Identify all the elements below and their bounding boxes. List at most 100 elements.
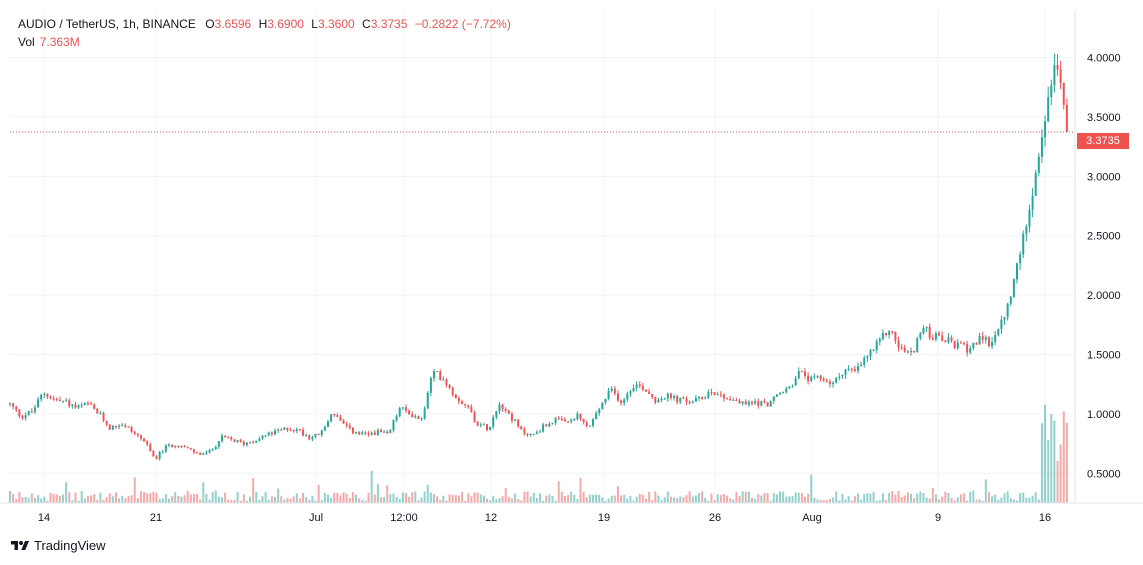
candle-body — [433, 371, 435, 379]
volume-bar — [183, 495, 186, 503]
candle-body — [1006, 303, 1009, 318]
candle-body — [959, 342, 962, 344]
candle-body — [557, 417, 560, 419]
volume-bar — [507, 496, 510, 503]
x-tick-label: 26 — [709, 512, 721, 524]
volume-bar — [785, 496, 788, 503]
candle-body — [327, 421, 329, 427]
volume-label[interactable]: Vol — [18, 35, 35, 49]
volume-bar — [931, 487, 934, 503]
candle-body — [579, 413, 582, 419]
candle-body — [62, 400, 64, 402]
candle-body — [283, 427, 286, 430]
volume-bar — [1059, 444, 1062, 503]
candle-body — [102, 412, 105, 421]
volume-bar — [395, 496, 398, 503]
candle-body — [560, 418, 563, 420]
candle-body — [638, 384, 641, 387]
candle-body — [414, 416, 417, 418]
volume-bar — [58, 495, 61, 503]
volume-bar — [152, 491, 155, 503]
y-tick-label: 2.5000 — [1087, 231, 1121, 243]
candle-body — [616, 393, 619, 401]
volume-bar — [657, 495, 660, 503]
candle-body — [532, 433, 535, 435]
x-tick-label: 16 — [1039, 512, 1051, 524]
candle-body — [966, 344, 969, 353]
volume-bar — [698, 492, 700, 503]
candle-body — [592, 419, 594, 426]
volume-bar — [149, 493, 152, 503]
candle-body — [794, 378, 797, 386]
candle-body — [404, 407, 407, 411]
candle-body — [411, 414, 414, 418]
candle-body — [242, 441, 245, 445]
volume-bar — [835, 491, 838, 503]
volume-bar — [333, 492, 336, 503]
volume-bar — [595, 494, 598, 503]
volume-bar — [320, 500, 323, 503]
tradingview-brand[interactable]: TradingView — [10, 538, 106, 553]
candle-body — [766, 402, 769, 407]
volume-bar — [18, 492, 21, 503]
volume-bar — [585, 497, 588, 503]
volume-bar — [897, 491, 900, 503]
volume-bar — [130, 495, 133, 503]
candle-body — [956, 342, 959, 349]
volume-bar — [1022, 492, 1025, 503]
candle-body — [205, 452, 208, 454]
candle-body — [648, 391, 651, 394]
candle-body — [598, 409, 601, 414]
symbol-title[interactable]: AUDIO / TetherUS, 1h, BINANCE — [18, 17, 196, 31]
candle-body — [33, 407, 36, 412]
candle-body — [398, 407, 401, 417]
candle-body — [529, 433, 532, 436]
volume-bar — [158, 498, 161, 503]
candle-body — [601, 402, 604, 410]
candle-body — [429, 378, 432, 393]
candle-body — [302, 429, 305, 436]
candle-body — [788, 386, 791, 389]
volume-bar — [426, 484, 429, 503]
volume-bar — [707, 500, 710, 503]
y-axis[interactable]: 0.5000 1.0000 1.5000 2.0000 2.5000 3.0000 3.50… — [1074, 10, 1121, 503]
candle-body — [408, 410, 411, 415]
y-tick-label: 4.0000 — [1087, 53, 1121, 65]
volume-bar — [9, 491, 11, 503]
volume-bar — [398, 498, 401, 503]
candle-body — [146, 441, 149, 445]
candle-body — [49, 396, 52, 399]
volume-bar — [878, 500, 881, 503]
candle-body — [86, 403, 89, 405]
candle-body — [65, 400, 68, 402]
volume-bar — [348, 498, 351, 503]
volume-bar — [342, 492, 345, 503]
candle-body — [813, 376, 816, 378]
candle-body — [563, 419, 566, 422]
volume-bar — [464, 500, 467, 503]
candle-body — [504, 408, 507, 411]
candle-body — [392, 420, 395, 431]
volume-bar — [55, 494, 58, 503]
x-axis[interactable]: 14 21 Jul 12:00 12 19 26 Aug 9 16 — [0, 502, 1143, 524]
volume-bar — [925, 497, 928, 503]
candle-body — [37, 399, 40, 408]
volume-bar — [673, 497, 676, 503]
volume-bar — [429, 492, 432, 503]
candle-body — [869, 350, 872, 357]
candle-body — [1053, 65, 1056, 86]
candle-body — [841, 374, 844, 377]
volume-bar — [626, 498, 629, 503]
candle-body — [1009, 296, 1012, 304]
candle-body — [1022, 233, 1025, 255]
volume-bar — [975, 499, 978, 503]
volume-bar — [850, 500, 853, 503]
volume-bar — [520, 500, 523, 503]
volume-bar — [74, 492, 77, 503]
volume-bar — [445, 500, 448, 503]
candle-body — [342, 420, 345, 424]
candle-body — [1016, 263, 1018, 280]
volume-bar — [747, 491, 750, 503]
candle-body — [975, 342, 978, 345]
